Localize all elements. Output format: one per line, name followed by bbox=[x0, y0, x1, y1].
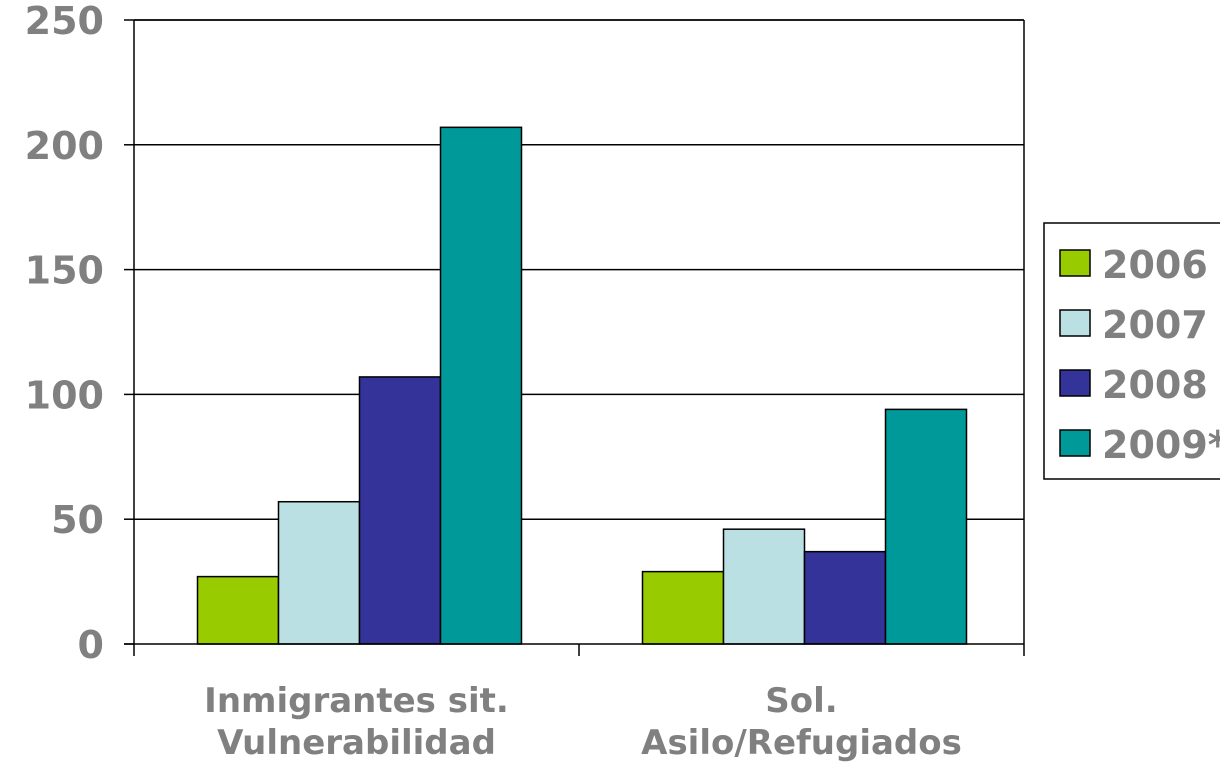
y-tick-label-200: 200 bbox=[25, 124, 104, 168]
legend-swatch-2006 bbox=[1059, 249, 1091, 277]
axes bbox=[124, 19, 1025, 656]
x-category-labels: Inmigrantes sit. Vulnerabilidad Sol. Asilo/… bbox=[204, 681, 962, 763]
bar-2008-cat0 bbox=[358, 376, 442, 645]
legend: 2006 2007 2008 2009* bbox=[1043, 222, 1220, 480]
legend-label-2006: 2006 bbox=[1102, 243, 1208, 287]
y-tick-label-50: 50 bbox=[51, 498, 104, 542]
y-tick-label-150: 150 bbox=[25, 249, 104, 293]
legend-label-2009: 2009* bbox=[1102, 423, 1220, 467]
bar-2006-cat1 bbox=[641, 570, 725, 645]
y-tick-label-250: 250 bbox=[25, 0, 104, 43]
legend-label-2007: 2007 bbox=[1102, 303, 1208, 347]
bar-2008-cat1 bbox=[803, 550, 887, 645]
legend-swatch-2009 bbox=[1059, 429, 1091, 457]
legend-swatch-2007 bbox=[1059, 309, 1091, 337]
y-tick-labels: 0 50 100 150 200 250 bbox=[25, 0, 104, 667]
bar-2007-cat1 bbox=[722, 528, 806, 645]
bar-2007-cat0 bbox=[277, 500, 361, 645]
y-tick-label-0: 0 bbox=[78, 623, 104, 667]
y-tick-label-100: 100 bbox=[25, 373, 104, 417]
legend-swatch-2008 bbox=[1059, 369, 1091, 397]
bar-2009-cat1 bbox=[884, 408, 968, 645]
bar-2006-cat0 bbox=[196, 575, 280, 645]
bars bbox=[196, 126, 968, 645]
x-category-label-0: Inmigrantes sit. Vulnerabilidad bbox=[204, 681, 509, 763]
legend-label-2008: 2008 bbox=[1102, 363, 1208, 407]
x-category-label-1: Sol. Asilo/Refugiados bbox=[641, 681, 962, 763]
bar-2009-cat0 bbox=[439, 126, 523, 645]
